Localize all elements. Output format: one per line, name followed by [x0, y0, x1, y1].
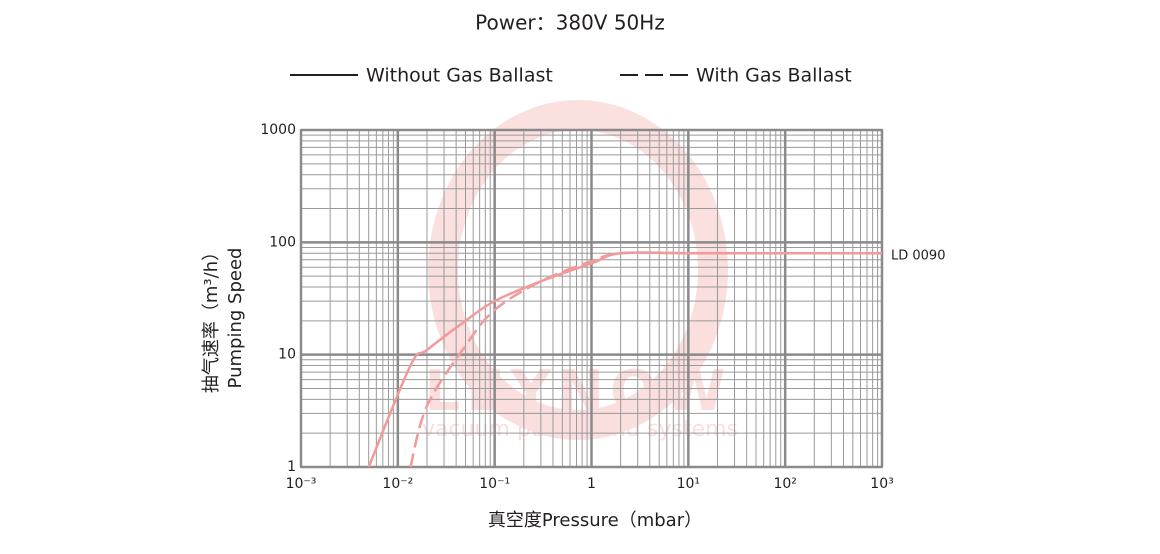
x-axis-label: 真空度Pressure（mbar） — [488, 510, 702, 531]
watermark-title: LEYNOW — [425, 359, 732, 424]
y-tick-label: 10 — [278, 347, 296, 363]
y-tick-label: 1000 — [260, 122, 296, 138]
plot-border — [300, 129, 883, 468]
x-tick-label: 10⁻² — [382, 476, 413, 492]
x-tick-label: 10⁻³ — [286, 476, 317, 492]
x-tick-label: 10⁻¹ — [479, 476, 510, 492]
x-tick-label: 10² — [773, 476, 796, 492]
y-axis-label: Pumping Speed — [225, 248, 246, 389]
chart-title: Power：380V 50Hz — [475, 11, 665, 35]
y-tick-label: 100 — [269, 234, 296, 250]
y-tick-label: 1 — [287, 459, 296, 475]
x-tick-label: 10¹ — [677, 476, 700, 492]
x-tick-label: 1 — [587, 476, 596, 492]
legend-label: Without Gas Ballast — [366, 65, 553, 87]
series-line — [409, 251, 882, 468]
watermark-subtitle: vacuum pumps and systems — [422, 417, 738, 442]
y-axis-label: 抽气速率（m³/h） — [201, 243, 222, 393]
legend-label: With Gas Ballast — [696, 65, 852, 87]
x-tick-label: 10³ — [870, 476, 893, 492]
watermark-logo — [428, 100, 728, 440]
series-line — [367, 251, 882, 468]
curve-label: LD 0090 — [891, 249, 945, 264]
